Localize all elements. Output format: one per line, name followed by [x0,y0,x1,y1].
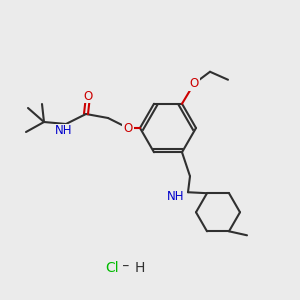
Text: –: – [118,259,134,273]
Text: Cl: Cl [105,261,119,275]
Text: O: O [189,77,199,90]
Text: O: O [123,122,133,134]
Text: H: H [135,261,145,275]
Text: O: O [83,89,93,103]
Text: NH: NH [167,190,185,203]
Text: NH: NH [55,124,73,137]
